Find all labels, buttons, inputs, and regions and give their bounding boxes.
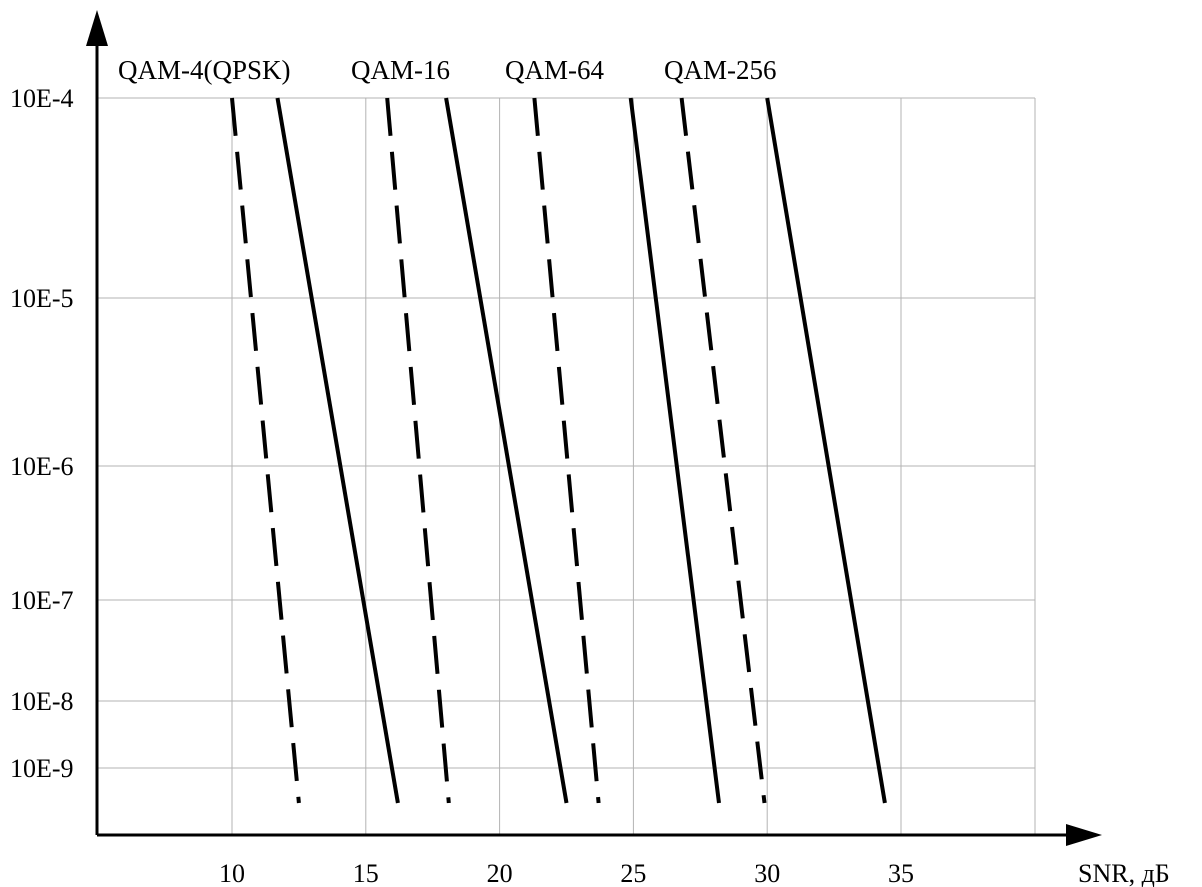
- x-tick-label-30: 30: [754, 859, 780, 887]
- y-tick-label-10E-4: 10E-4: [10, 84, 74, 113]
- y-tick-label-10E-9: 10E-9: [10, 754, 74, 783]
- series-line-qam-16-solid: [444, 97, 569, 804]
- series-label-qam-4-qpsk-: QAM-4(QPSK): [118, 55, 291, 85]
- series-line-qam-64-dashed: [532, 97, 601, 804]
- series-labels: QAM-4(QPSK) QAM-16 QAM-64 QAM-256: [118, 55, 777, 85]
- y-tick-label-10E-8: 10E-8: [10, 687, 74, 716]
- series-label-qam-16: QAM-16: [351, 55, 450, 85]
- x-axis-label: SNR, дБ: [1078, 859, 1170, 887]
- series-line-qam-4-qpsk--solid: [275, 97, 400, 804]
- ber-curves: [230, 97, 887, 804]
- series-line-qam-16-dashed: [385, 97, 451, 804]
- y-tick-label-10E-5: 10E-5: [10, 284, 74, 313]
- series-label-qam-64: QAM-64: [505, 55, 604, 85]
- x-tick-label-25: 25: [620, 859, 646, 887]
- x-tick-label-20: 20: [487, 859, 513, 887]
- x-tick-label-35: 35: [888, 859, 914, 887]
- x-axis-arrow-icon: [1066, 824, 1102, 846]
- series-line-qam-256-solid: [765, 97, 887, 804]
- tick-labels: 10 15 20 25 30 35 10E-4 10E-5 10E-6 10E-7 10E-8 10E…: [10, 84, 914, 887]
- y-tick-label-10E-7: 10E-7: [10, 586, 74, 615]
- series-line-qam-256-dashed: [679, 97, 767, 804]
- series-line-qam-4-qpsk--dashed: [230, 97, 301, 804]
- axes: [86, 10, 1102, 846]
- x-tick-label-10: 10: [219, 859, 245, 887]
- grid-lines: [97, 97, 1036, 835]
- y-axis-arrow-icon: [86, 10, 108, 46]
- series-line-qam-64-solid: [628, 97, 721, 804]
- y-tick-label-10E-6: 10E-6: [10, 452, 74, 481]
- x-tick-label-15: 15: [353, 859, 379, 887]
- series-label-qam-256: QAM-256: [664, 55, 777, 85]
